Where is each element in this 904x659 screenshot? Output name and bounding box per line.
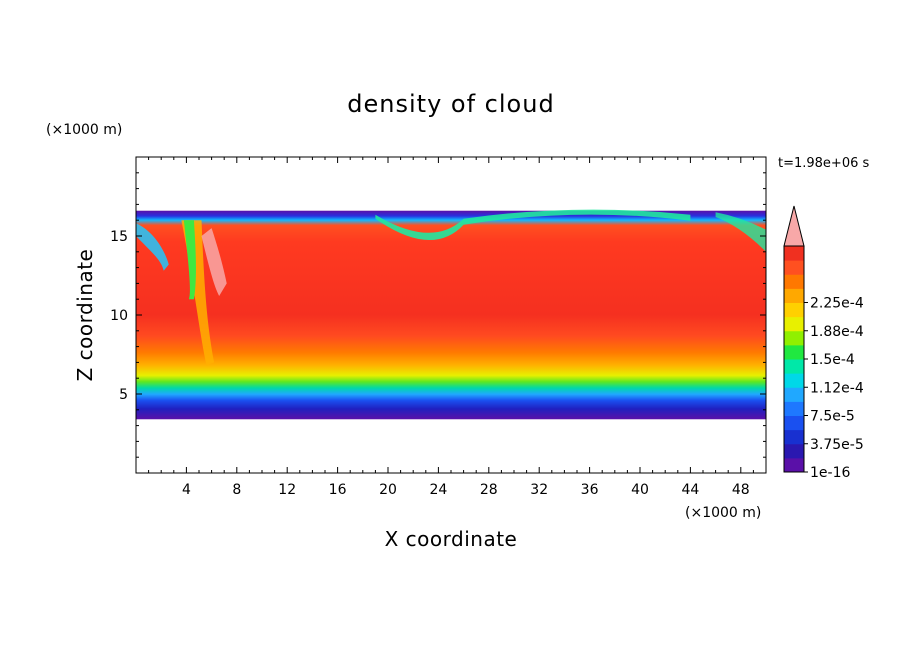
colorbar-label: 1.88e-4: [810, 324, 864, 340]
colorbar-swatch: [784, 330, 804, 346]
colorbar-swatch: [784, 443, 804, 459]
x-tick-label: 20: [379, 482, 397, 498]
x-tick-label: 8: [232, 482, 241, 498]
x-tick-label: 12: [278, 482, 296, 498]
colorbar-swatch: [784, 373, 804, 388]
x-tick-label: 44: [681, 482, 699, 498]
colorbar-label: 7.5e-5: [810, 409, 855, 425]
upper-trough: [375, 209, 691, 241]
plume-pink: [201, 228, 227, 297]
colorbar-swatch: [784, 415, 804, 431]
colorbar-label: 1.5e-4: [810, 352, 855, 368]
colorbar-swatch: [784, 246, 804, 261]
colorbar-label: 1e-16: [810, 465, 850, 481]
x-tick-label: 36: [581, 482, 599, 498]
x-axis-ticks: 4 8 12 16 20 24 28 32 36 40 44 48: [148, 157, 754, 498]
colorbar-swatch: [784, 288, 804, 303]
x-tick-label: 24: [429, 482, 447, 498]
time-label: t=1.98e+06 s: [778, 156, 870, 171]
y-tick-label: 10: [110, 308, 128, 324]
density-field: [136, 209, 766, 420]
colorbar-swatch: [784, 316, 804, 332]
colorbar-swatch: [784, 401, 804, 416]
y-axis-label: Z coordinate: [73, 249, 97, 382]
colorbar-label: 2.25e-4: [810, 296, 864, 312]
y-unit-label: (×1000 m): [46, 122, 122, 138]
colorbar-swatch: [784, 260, 804, 275]
colorbar-swatch: [784, 274, 804, 289]
colorbar-swatch: [784, 429, 804, 445]
x-tick-label: 16: [329, 482, 347, 498]
plume-core: [183, 220, 196, 300]
colorbar-swatch: [784, 302, 804, 318]
colorbar: 2.25e-4 1.88e-4 1.5e-4 1.12e-4 7.5e-5 3.75e-5…: [783, 205, 864, 481]
y-axis-ticks: 5 10 15: [110, 172, 766, 458]
x-tick-label: 40: [631, 482, 649, 498]
right-edge-swirl: [715, 212, 766, 252]
x-tick-label: 32: [530, 482, 548, 498]
y-tick-label: 5: [119, 387, 128, 403]
x-tick-label: 4: [182, 482, 191, 498]
x-tick-label: 28: [480, 482, 498, 498]
cloud-layer: [136, 210, 766, 420]
x-unit-label: (×1000 m): [685, 505, 761, 521]
colorbar-swatch: [784, 359, 804, 374]
y-tick-label: 15: [110, 229, 128, 245]
x-tick-label: 48: [732, 482, 750, 498]
colorbar-extension: [783, 205, 805, 247]
colorbar-label: 1.12e-4: [810, 380, 864, 396]
colorbar-swatch: [784, 387, 804, 402]
chart-title: density of cloud: [347, 90, 554, 118]
colorbar-swatch: [784, 344, 804, 360]
colorbar-label: 3.75e-5: [810, 437, 864, 453]
left-edge-swirl: [136, 223, 169, 271]
x-axis-label: X coordinate: [385, 527, 518, 551]
colorbar-swatch: [784, 457, 804, 473]
